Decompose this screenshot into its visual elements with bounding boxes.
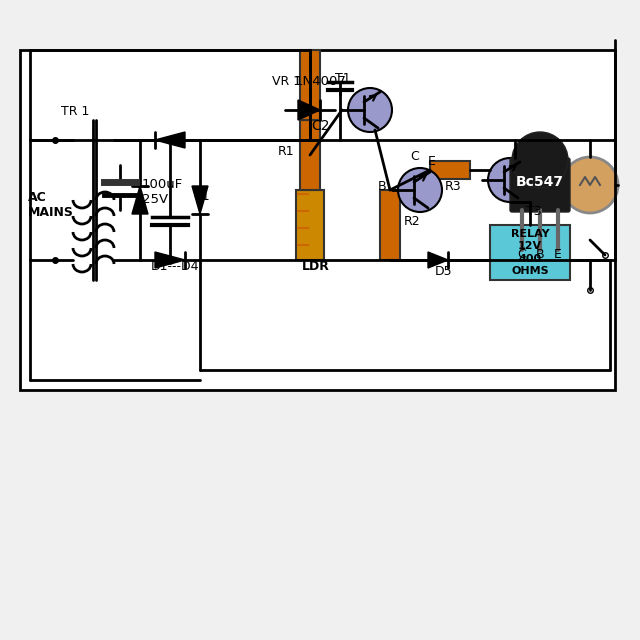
Text: TR 1: TR 1 bbox=[61, 105, 89, 118]
FancyBboxPatch shape bbox=[510, 158, 570, 212]
Text: 1N4007: 1N4007 bbox=[295, 75, 347, 88]
Text: B: B bbox=[378, 180, 387, 193]
Polygon shape bbox=[132, 186, 148, 214]
Polygon shape bbox=[155, 132, 185, 148]
Text: E: E bbox=[428, 155, 436, 168]
Text: RELAY
12V
400
OHMS: RELAY 12V 400 OHMS bbox=[511, 229, 549, 276]
Text: B: B bbox=[536, 248, 544, 261]
Polygon shape bbox=[298, 100, 320, 120]
Text: LDR: LDR bbox=[302, 260, 330, 273]
Bar bbox=[490, 225, 570, 280]
Circle shape bbox=[348, 88, 392, 132]
Text: T3: T3 bbox=[526, 205, 541, 218]
Text: E: E bbox=[554, 248, 562, 261]
Bar bbox=[430, 161, 470, 179]
Text: C: C bbox=[411, 150, 419, 163]
Polygon shape bbox=[428, 252, 448, 268]
Text: R2: R2 bbox=[404, 215, 420, 228]
Polygon shape bbox=[192, 186, 208, 214]
Circle shape bbox=[488, 158, 532, 202]
Circle shape bbox=[398, 168, 442, 212]
Circle shape bbox=[512, 132, 568, 188]
Bar bbox=[300, 50, 320, 120]
Circle shape bbox=[562, 157, 618, 213]
Text: Bc547: Bc547 bbox=[516, 175, 564, 189]
Text: R3: R3 bbox=[445, 180, 461, 193]
Text: C2: C2 bbox=[311, 119, 329, 133]
Polygon shape bbox=[155, 252, 185, 268]
Bar bbox=[380, 190, 400, 260]
Text: AC
MAINS: AC MAINS bbox=[28, 191, 74, 219]
Text: 100uF
25V: 100uF 25V bbox=[142, 178, 183, 206]
Text: D5: D5 bbox=[435, 265, 452, 278]
Text: R1: R1 bbox=[278, 145, 294, 158]
Text: C: C bbox=[518, 248, 526, 261]
Text: D1---D4: D1---D4 bbox=[151, 260, 199, 273]
Text: VR 1: VR 1 bbox=[272, 75, 301, 88]
Text: C1: C1 bbox=[193, 190, 210, 203]
Text: T1: T1 bbox=[335, 72, 351, 85]
Bar bbox=[300, 120, 320, 190]
Bar bbox=[20, 50, 615, 390]
Bar bbox=[296, 190, 324, 260]
